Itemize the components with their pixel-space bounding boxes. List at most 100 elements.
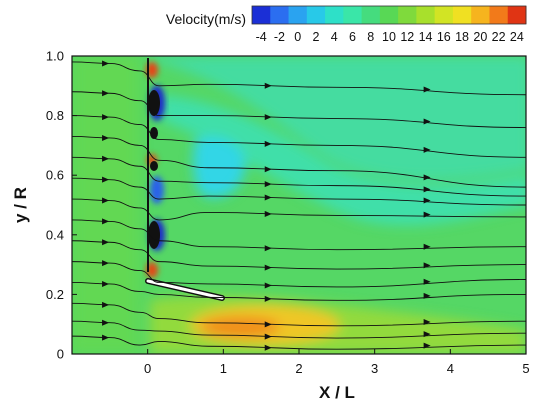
blade-3	[150, 161, 158, 171]
streamline	[72, 91, 526, 128]
contour-region-upper-wake	[150, 56, 526, 180]
streamline-arrow	[264, 321, 272, 328]
streamline-arrow	[423, 292, 431, 299]
streamline	[72, 177, 526, 206]
streamline-arrow	[102, 155, 110, 162]
colorbar-tick-label: 24	[510, 30, 524, 44]
colorbar-swatch	[434, 6, 454, 24]
colorbar-tick-labels: -4 -2 0 2 4 6 8 10 12 14 16 18 20 22 24	[256, 30, 524, 44]
streamline	[72, 302, 526, 327]
streamline-arrow	[102, 134, 110, 141]
streamline	[72, 320, 526, 339]
x-tick-label: 3	[371, 361, 378, 376]
colorbar-tick-label: 12	[400, 30, 414, 44]
streamline-arrow	[102, 239, 110, 246]
inclined-plate	[145, 278, 225, 301]
colorbar-swatch	[452, 6, 472, 24]
streamline	[72, 219, 526, 251]
colorbar-tick-label: 0	[294, 30, 301, 44]
colorbar-swatch	[325, 6, 344, 24]
colorbar-swatch	[361, 6, 381, 24]
streamline-arrow	[423, 197, 431, 204]
colorbar-swatch	[379, 6, 399, 24]
colorbar-tick-label: 20	[473, 30, 487, 44]
streamline	[72, 282, 526, 301]
streamline-arrow	[102, 280, 110, 287]
colorbar-title: Velocity(m/s)	[166, 11, 246, 27]
streamline	[72, 335, 526, 350]
contour-region-outer-band	[72, 56, 140, 354]
contour-field	[72, 56, 526, 354]
streamline	[72, 61, 526, 96]
colorbar-swatches	[251, 5, 527, 25]
streamline-arrow	[423, 186, 431, 193]
streamline-arrow	[423, 331, 431, 338]
y-tick-label: 0.4	[46, 227, 64, 242]
x-tick-label: 5	[522, 361, 529, 376]
streamline-arrow	[423, 174, 431, 181]
streamline-arrow	[423, 319, 431, 326]
streamline-arrow	[264, 82, 272, 89]
colorbar-swatch	[507, 6, 527, 24]
streamline-arrow	[264, 245, 272, 252]
streamline-arrow	[102, 319, 110, 326]
contour-region-mid-wake	[160, 95, 526, 226]
colorbar-tick-label: -4	[256, 30, 267, 44]
blade-region-hub-b	[150, 176, 164, 204]
colorbar-tick-label: 14	[419, 30, 433, 44]
y-tick-label: 0.6	[46, 168, 64, 183]
colorbar-swatch	[471, 6, 490, 24]
x-tick-label: 1	[220, 361, 227, 376]
colorbar-tick-label: -2	[274, 30, 285, 44]
streamline-arrow	[264, 264, 272, 271]
y-tick-label: 1.0	[46, 49, 64, 64]
streamline-arrow	[264, 344, 272, 351]
colorbar-tick-label: 18	[455, 30, 469, 44]
colorbar-swatch	[416, 6, 436, 24]
streamline	[72, 156, 526, 197]
colorbar-tick-label: 6	[349, 30, 356, 44]
blade-4	[148, 221, 160, 249]
streamline-arrow	[423, 278, 431, 285]
streamline	[72, 240, 526, 270]
colorbar-swatch	[306, 6, 326, 24]
streamlines	[72, 60, 526, 351]
contour-region-peak-velocity	[200, 317, 280, 337]
streamline-arrow	[423, 211, 431, 218]
x-tick-label: 0	[144, 361, 151, 376]
x-axis-ticks: 0 1 2 3 4 5	[144, 349, 530, 376]
streamline	[72, 198, 526, 221]
rotor-blades	[147, 58, 160, 272]
streamline-arrow	[264, 282, 272, 289]
streamline-arrow	[264, 333, 272, 340]
streamline-arrow	[423, 262, 431, 269]
streamline-arrow	[264, 140, 272, 147]
y-tick-label: 0.2	[46, 287, 64, 302]
colorbar-frame	[251, 5, 527, 25]
x-tick-label: 4	[447, 361, 454, 376]
streamline-arrow	[102, 260, 110, 267]
streamline-arrow	[102, 90, 110, 97]
colorbar-swatch	[343, 6, 363, 24]
colorbar: Velocity(m/s) -4 -2 0 2 4 6 8 10 12 14 16 18 20 22 24	[166, 5, 527, 44]
streamline	[72, 136, 526, 188]
streamline-arrow	[423, 86, 431, 93]
streamline-arrow	[264, 114, 272, 121]
y-axis-ticks: 0 0.2 0.4 0.6 0.8 1.0	[46, 49, 77, 362]
streamline-arrow	[102, 301, 110, 308]
streamline-arrow	[102, 176, 110, 183]
colorbar-tick-label: 16	[437, 30, 451, 44]
streamline-arrow	[264, 194, 272, 201]
streamline-arrow	[423, 118, 431, 125]
x-tick-label: 2	[295, 361, 302, 376]
streamline-arrow	[423, 342, 431, 349]
streamline-arrow	[102, 60, 110, 67]
streamline	[72, 115, 526, 158]
blade-1	[148, 90, 160, 116]
streamline-arrow	[102, 114, 110, 121]
colorbar-swatch	[489, 6, 509, 24]
colorbar-swatch	[270, 6, 290, 24]
colorbar-swatch	[252, 6, 271, 24]
streamline-arrow	[102, 197, 110, 204]
